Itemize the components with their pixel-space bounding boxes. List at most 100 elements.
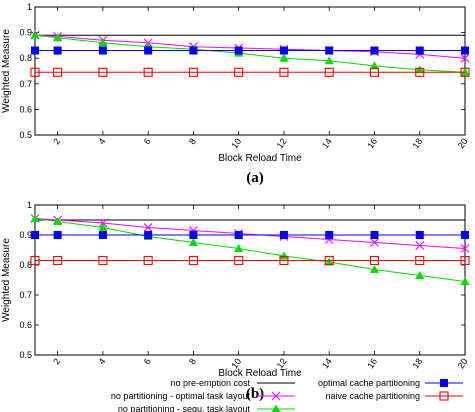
data-point [53, 67, 63, 77]
data-point [460, 53, 470, 63]
y-tick-label: 0.7 [19, 290, 32, 300]
data-point [415, 271, 425, 279]
data-point [370, 238, 379, 247]
data-point [324, 56, 334, 65]
y-tick-label: 0.9 [19, 28, 32, 38]
data-point [143, 223, 153, 232]
x-tick-label: 6 [142, 136, 153, 146]
panel-label: (a) [246, 170, 264, 186]
x-axis-label: Block Reload Time [218, 368, 302, 379]
data-point [144, 46, 153, 55]
data-point [460, 244, 470, 253]
data-point [189, 46, 198, 55]
x-tick-label: 14 [320, 356, 334, 370]
data-point [53, 33, 63, 42]
data-point [98, 218, 108, 228]
data-point [188, 255, 198, 266]
data-point [415, 46, 424, 55]
data-point [279, 67, 289, 77]
data-point [30, 30, 40, 39]
y-tick-label: 0.9 [19, 230, 32, 240]
legend-label: no pre-emption cost [170, 378, 250, 388]
legend: no pre-emption cost no partitioning - opt… [111, 378, 463, 412]
y-tick-label: 1 [27, 200, 32, 210]
data-point [30, 255, 40, 266]
data-point [324, 67, 334, 77]
data-point [325, 231, 334, 239]
data-point [31, 46, 39, 55]
legend-marker [440, 379, 448, 387]
data-point [461, 231, 469, 239]
y-axis-label: Weighted Measure [1, 29, 12, 113]
legend-label: no partitioning - optimal task layout [111, 391, 251, 401]
y-tick-label: 1 [27, 2, 32, 12]
x-tick-label: 18 [410, 356, 424, 370]
x-tick-label: 12 [275, 136, 289, 150]
data-point [188, 67, 198, 77]
data-point [234, 231, 243, 239]
legend-label: no partitioning - sequ. task layout [118, 404, 251, 412]
data-point [53, 231, 62, 239]
data-point [189, 231, 198, 239]
data-point [98, 223, 108, 231]
x-axis-label: Block Reload Time [218, 153, 302, 164]
legend-marker [271, 404, 281, 412]
data-point [234, 255, 244, 266]
data-point [143, 67, 153, 77]
legend-label: optimal cache partitioning [318, 378, 420, 388]
legend-label: naive cache partitioning [325, 391, 420, 401]
data-point [370, 46, 379, 55]
y-axis-label: Weighted Measure [1, 238, 12, 322]
y-tick-label: 0.5 [19, 130, 32, 140]
data-point [143, 255, 153, 266]
data-point [369, 265, 379, 273]
x-tick-label: 4 [96, 356, 107, 366]
series-line [30, 30, 470, 63]
data-point [369, 255, 380, 266]
x-tick-label: 20 [456, 136, 470, 150]
data-point [53, 255, 63, 266]
x-tick-label: 2 [51, 356, 62, 366]
x-tick-label: 10 [229, 356, 243, 370]
data-point [415, 65, 425, 74]
series-line [30, 67, 470, 77]
data-point [369, 61, 379, 70]
data-point [279, 251, 289, 260]
data-point [98, 231, 107, 239]
data-point [415, 231, 424, 239]
data-point [460, 277, 470, 285]
plot-frame [34, 6, 466, 136]
data-point [53, 46, 62, 55]
data-point [98, 38, 108, 47]
x-tick-label: 10 [229, 136, 243, 150]
data-point [53, 217, 63, 225]
y-tick-label: 0.5 [19, 350, 32, 360]
data-point [30, 214, 40, 222]
series-line [30, 255, 470, 266]
data-point [144, 231, 153, 239]
series-line [31, 46, 469, 55]
legend-marker [439, 391, 449, 401]
data-point [30, 67, 40, 77]
data-point [188, 238, 198, 246]
data-point [324, 255, 334, 266]
x-tick-label: 8 [187, 356, 198, 366]
data-point [460, 67, 470, 77]
data-point [279, 46, 288, 55]
series-line [31, 231, 469, 239]
series-path [34, 218, 466, 282]
data-point [98, 255, 108, 266]
data-point [279, 255, 289, 266]
data-point [370, 231, 379, 239]
data-point [415, 241, 425, 250]
data-point [279, 231, 288, 239]
legend-marker [271, 391, 281, 401]
data-point [460, 255, 470, 266]
y-tick-label: 0.6 [19, 320, 32, 330]
data-point [31, 231, 39, 239]
x-tick-label: 16 [365, 136, 379, 150]
y-tick-label: 0.7 [19, 79, 32, 89]
